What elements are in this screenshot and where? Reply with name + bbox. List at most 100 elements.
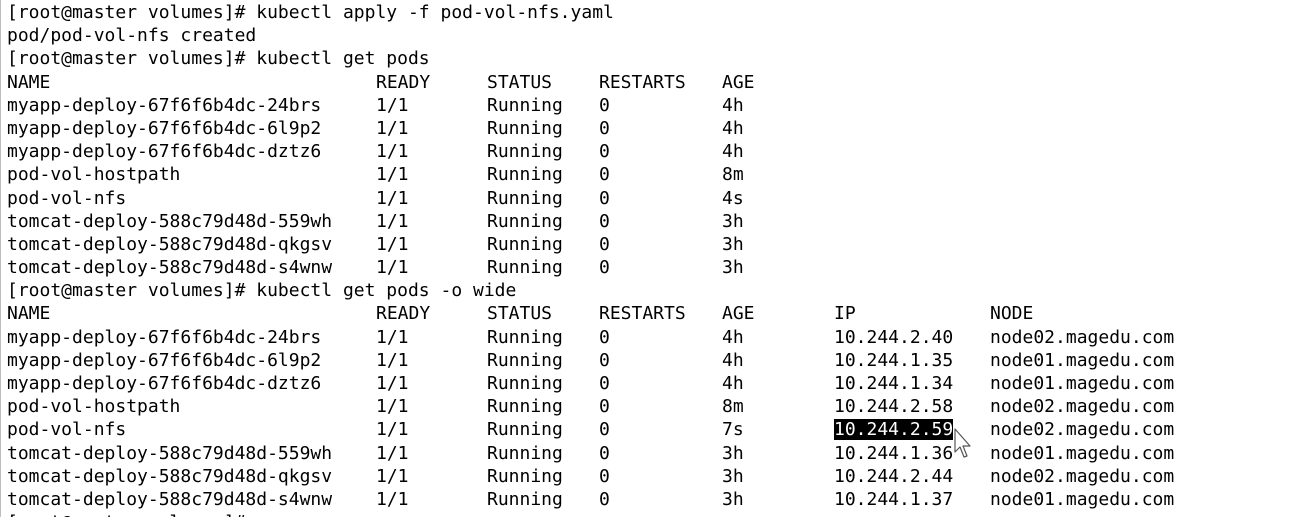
cell-text: myapp-deploy-67f6f6b4dc-6l9p2 xyxy=(7,349,322,371)
table-cell: Running xyxy=(487,233,599,256)
table-cell: node01.magedu.com xyxy=(990,349,1190,372)
column-header: STATUS xyxy=(487,303,553,325)
table-row: pod-vol-nfs 1/1 Running 0 7s 10.244.2.59 node0… xyxy=(7,418,1297,441)
table-cell: 1/1 xyxy=(376,233,487,256)
cell-text: Running xyxy=(487,187,563,209)
cell-text: 0 xyxy=(599,349,610,371)
cell-text: node02.magedu.com xyxy=(990,419,1175,441)
cell-text: node01.magedu.com xyxy=(990,442,1175,464)
table-cell: pod-vol-nfs xyxy=(7,418,376,441)
cell-text: node01.magedu.com xyxy=(990,349,1175,371)
table-cell: myapp-deploy-67f6f6b4dc-dztz6 xyxy=(7,140,376,163)
table-cell: 1/1 xyxy=(376,94,487,117)
cell-text: 3h xyxy=(722,210,744,232)
table-cell: pod-vol-nfs xyxy=(7,187,376,210)
cell-text: 0 xyxy=(599,373,610,394)
table-cell: 8m xyxy=(722,395,834,418)
cell-text: 1/1 xyxy=(376,210,409,232)
column-header: NAME xyxy=(7,71,51,93)
column-header: AGE xyxy=(722,303,755,325)
cell-text: pod-vol-nfs xyxy=(7,187,127,209)
cell-text: 4h xyxy=(722,117,744,139)
table-cell: 10.244.2.58 xyxy=(834,395,990,418)
cell-text: 1/1 xyxy=(376,326,409,348)
table-cell: 10.244.1.36 xyxy=(834,442,990,465)
command-line: [root@master volumes]# kubectl get pods xyxy=(7,48,430,70)
table-cell: tomcat-deploy-588c79d48d-s4wnw xyxy=(7,488,376,511)
table-cell: 1/1 xyxy=(376,256,487,279)
table-cell: 0 xyxy=(599,94,722,117)
table-row: pod-vol-hostpath 1/1 Running 0 8m 10.244.2.58… xyxy=(7,395,1297,418)
cell-text: Running xyxy=(487,396,563,418)
cell-text: 10.244.2.40 xyxy=(834,326,954,348)
cell-text: 0 xyxy=(599,187,610,209)
table-cell: Running xyxy=(487,349,599,372)
table-cell: 7s xyxy=(722,418,834,441)
table-cell: 4h xyxy=(722,372,834,395)
cell-text: tomcat-deploy-588c79d48d-qkgsv xyxy=(7,465,333,487)
cell-text: 1/1 xyxy=(376,233,409,255)
table-cell: Running xyxy=(487,117,599,140)
cell-text: 1/1 xyxy=(376,257,409,279)
cell-text: Running xyxy=(487,419,563,441)
table-cell: tomcat-deploy-588c79d48d-559wh xyxy=(7,442,376,465)
table-cell: tomcat-deploy-588c79d48d-qkgsv xyxy=(7,233,376,256)
cell-text: 0 xyxy=(599,326,610,348)
table-cell: Running xyxy=(487,395,599,418)
table-cell: 10.244.1.34 xyxy=(834,372,990,395)
cell-text: 1/1 xyxy=(376,442,409,464)
table-cell: 10.244.1.37 xyxy=(834,488,990,511)
cell-text: 0 xyxy=(599,465,610,487)
table-cell: 10.244.2.44 xyxy=(834,465,990,488)
table-cell: 1/1 xyxy=(376,187,487,210)
table-cell: 1/1 xyxy=(376,395,487,418)
cell-text: 0 xyxy=(599,442,610,464)
selected-ip-text: 10.244.2.59 xyxy=(834,419,954,441)
table-row: myapp-deploy-67f6f6b4dc-dztz6 1/1 Running 0… xyxy=(7,372,1297,395)
table-cell: 10.244.2.59 xyxy=(834,418,990,441)
table-cell: 1/1 xyxy=(376,349,487,372)
cell-text: Running xyxy=(487,117,563,139)
cell-text: 0 xyxy=(599,488,610,510)
cell-text: tomcat-deploy-588c79d48d-s4wnw xyxy=(7,488,333,510)
table-cell: 1/1 xyxy=(376,418,487,441)
cell-text: Running xyxy=(487,326,563,348)
table-cell: 3h xyxy=(722,256,834,279)
cell-text: 1/1 xyxy=(376,373,409,394)
terminal-screen[interactable]: [root@master volumes]# kubectl apply -f … xyxy=(7,1,1297,517)
table-cell: 1/1 xyxy=(376,372,487,395)
cell-text: myapp-deploy-67f6f6b4dc-24brs xyxy=(7,94,322,116)
table-cell: Running xyxy=(487,488,599,511)
table-row: pod-vol-nfs 1/1 Running 0 4s xyxy=(7,187,1297,210)
column-header: RESTARTS xyxy=(599,303,686,325)
column-header: IP xyxy=(834,303,856,325)
column-header: AGE xyxy=(722,71,755,93)
table-row: tomcat-deploy-588c79d48d-s4wnw 1/1 Running… xyxy=(7,488,1297,511)
table-cell: Running xyxy=(487,372,599,395)
cell-text: 1/1 xyxy=(376,349,409,371)
cell-text: Running xyxy=(487,233,563,255)
table-cell: Running xyxy=(487,256,599,279)
table-row: tomcat-deploy-588c79d48d-qkgsv 1/1 Running… xyxy=(7,233,1297,256)
table-cell: node01.magedu.com xyxy=(990,488,1190,511)
cell-text: 0 xyxy=(599,94,610,116)
column-header: NODE xyxy=(990,303,1034,325)
cell-text: 1/1 xyxy=(376,94,409,116)
table-cell: 10.244.1.35 xyxy=(834,349,990,372)
table-row: myapp-deploy-67f6f6b4dc-6l9p2 1/1 Running 0… xyxy=(7,349,1297,372)
cell-text: 1/1 xyxy=(376,187,409,209)
cell-text: 0 xyxy=(599,419,610,441)
table-cell: 4h xyxy=(722,94,834,117)
column-header: NAME xyxy=(7,303,51,325)
cell-text: 4h xyxy=(722,94,744,116)
cell-text: 3h xyxy=(722,233,744,255)
table-cell: tomcat-deploy-588c79d48d-qkgsv xyxy=(7,465,376,488)
table-cell: myapp-deploy-67f6f6b4dc-dztz6 xyxy=(7,372,376,395)
cell-text: node02.magedu.com xyxy=(990,465,1175,487)
partial-prompt-line: [root@master volumes]# xyxy=(7,511,1297,517)
table-cell: 0 xyxy=(599,349,722,372)
cell-text: 10.244.1.36 xyxy=(834,442,954,464)
table-cell: 0 xyxy=(599,372,722,395)
cell-text: 4h xyxy=(722,141,744,163)
